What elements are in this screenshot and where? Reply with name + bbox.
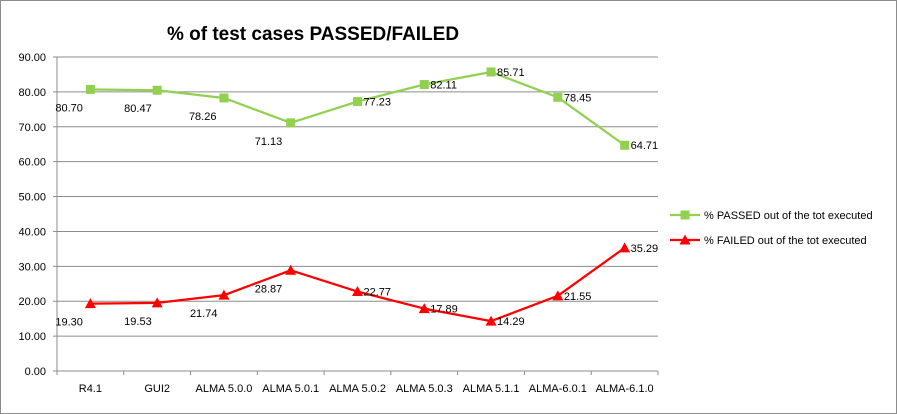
- y-tick-label: 40.00: [18, 226, 46, 238]
- data-label: 28.87: [255, 283, 283, 295]
- x-tick-label: GUI2: [144, 383, 170, 395]
- data-label: 19.30: [55, 317, 83, 329]
- data-label: 64.71: [631, 140, 659, 152]
- data-point-failed: [352, 286, 363, 297]
- data-label: 21.74: [190, 308, 218, 320]
- data-label: 35.29: [631, 243, 659, 255]
- data-point-passed: [152, 85, 162, 95]
- gridlines: [53, 56, 658, 372]
- data-label: 17.89: [430, 304, 458, 316]
- data-point-failed: [552, 290, 564, 301]
- data-point-passed: [486, 67, 496, 77]
- axes: [56, 57, 659, 375]
- data-label: 22.77: [364, 287, 392, 299]
- data-point-passed: [85, 84, 95, 94]
- data-label: 82.11: [430, 80, 457, 92]
- y-tick-label: 0.00: [25, 366, 46, 378]
- data-point-failed: [485, 315, 497, 326]
- data-label: 85.71: [497, 67, 525, 79]
- x-tick-label: ALMA 5.0.2: [329, 383, 386, 395]
- x-tick-label: R4.1: [79, 383, 102, 395]
- data-label: 78.45: [564, 92, 592, 104]
- data-point-passed: [620, 140, 630, 150]
- data-label: 19.53: [124, 316, 152, 328]
- series-line-passed: [90, 70, 626, 147]
- data-label: 14.29: [497, 316, 525, 328]
- x-tick-label: ALMA 5.0.0: [196, 383, 253, 395]
- x-tick-label: ALMA-6.1.0: [596, 383, 654, 395]
- x-tick-label: ALMA 5.0.3: [396, 383, 453, 395]
- legend-marker: [680, 210, 690, 220]
- data-label: 71.13: [255, 136, 283, 148]
- x-tick-label: ALMA-6.0.1: [529, 383, 587, 395]
- legend-label: % FAILED out of the tot executed: [704, 235, 867, 247]
- x-tick-label: ALMA 5.0.1: [262, 383, 319, 395]
- data-labels: 80.70 80.47 78.26 71.13 77.23 82.11 85.71 78.45…: [55, 67, 658, 329]
- x-tick-label: ALMA 5.1.1: [463, 383, 520, 395]
- x-axis-tick-labels: R4.1 GUI2 ALMA 5.0.0 ALMA 5.0.1 ALMA 5.0.2 AL…: [79, 383, 654, 395]
- data-label: 80.70: [55, 102, 83, 114]
- data-point-failed: [218, 289, 230, 300]
- chart-title: % of test cases PASSED/FAILED: [167, 24, 459, 45]
- data-label: 78.26: [189, 111, 217, 123]
- y-tick-label: 10.00: [18, 331, 46, 343]
- data-point-passed: [219, 93, 229, 103]
- series-layer: [84, 67, 631, 326]
- data-point-passed: [553, 92, 563, 102]
- y-tick-label: 30.00: [18, 261, 46, 273]
- data-point-failed: [151, 297, 163, 308]
- legend-label: % PASSED out of the tot executed: [704, 210, 873, 222]
- y-tick-label: 50.00: [18, 192, 46, 204]
- data-point-failed: [619, 242, 631, 253]
- y-tick-label: 90.00: [18, 52, 46, 64]
- y-tick-label: 60.00: [18, 157, 46, 169]
- legend-marker: [679, 234, 691, 245]
- legend: % PASSED out of the tot executed % FAILED…: [670, 210, 873, 247]
- data-label: 77.23: [364, 97, 392, 109]
- y-tick-label: 20.00: [18, 296, 46, 308]
- data-point-failed: [418, 303, 430, 314]
- data-label: 80.47: [124, 103, 152, 115]
- y-tick-label: 70.00: [18, 122, 46, 134]
- data-point-failed: [285, 264, 297, 275]
- y-axis-tick-labels: 0.00 10.00 20.00 30.00 40.00 50.00 60.00 70.00 8…: [18, 52, 46, 378]
- data-point-passed: [286, 118, 296, 128]
- data-point-failed: [84, 298, 96, 309]
- data-label: 21.55: [564, 291, 592, 303]
- y-tick-label: 80.00: [18, 87, 46, 99]
- data-point-passed: [419, 80, 429, 90]
- data-point-passed: [353, 97, 362, 107]
- series-line-failed: [90, 246, 626, 323]
